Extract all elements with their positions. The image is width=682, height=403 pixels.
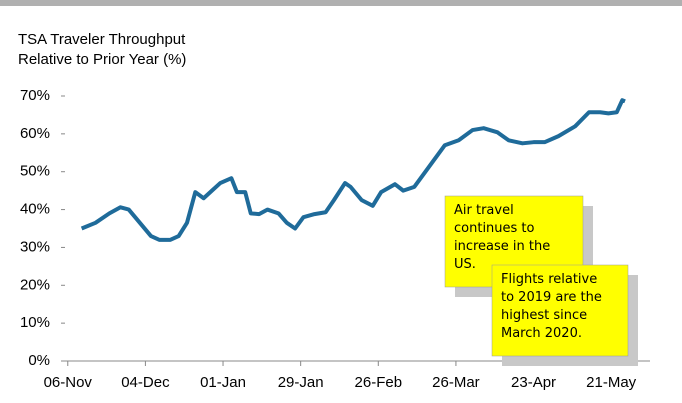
annotation-text: March 2020. (501, 326, 582, 341)
annotation-text: US. (454, 257, 476, 272)
top-bar (0, 0, 682, 6)
annotation-text: Air travel (454, 203, 514, 218)
chart-title: Relative to Prior Year (%) (18, 51, 186, 68)
y-tick-label: 20% (20, 276, 50, 293)
x-tick-label: 26-Feb (355, 374, 403, 391)
y-tick-label: 30% (20, 238, 50, 255)
annotation-text: highest since (501, 308, 587, 323)
x-tick-label: 21-May (586, 374, 637, 391)
x-tick-label: 01-Jan (200, 374, 246, 391)
y-tick-label: 70% (20, 87, 50, 104)
annotation-text: to 2019 are the (501, 290, 602, 305)
annotation-box (491, 264, 629, 357)
y-tick-label: 50% (20, 163, 50, 180)
y-tick-label: 60% (20, 125, 50, 142)
x-tick-label: 06-Nov (44, 374, 93, 391)
x-tick-label: 29-Jan (278, 374, 324, 391)
y-tick-label: 40% (20, 201, 50, 218)
y-tick-label: 10% (20, 314, 50, 331)
x-tick-label: 04-Dec (121, 374, 170, 391)
annotation-text: Flights relative (501, 272, 597, 287)
x-tick-label: 26-Mar (432, 374, 480, 391)
line (80, 98, 626, 242)
y-tick-label: 0% (28, 352, 50, 369)
annotation-text: increase in the (454, 239, 550, 254)
annotation-text: continues to (454, 221, 535, 236)
x-tick-label: 23-Apr (511, 374, 556, 391)
chart-title: TSA Traveler Throughput (18, 31, 186, 48)
